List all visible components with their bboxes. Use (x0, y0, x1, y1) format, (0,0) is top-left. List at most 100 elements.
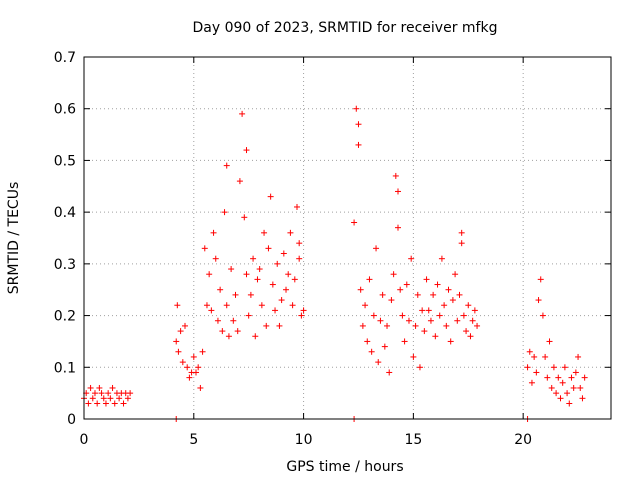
data-point (210, 229, 217, 236)
data-point (463, 328, 470, 335)
data-point (192, 369, 199, 376)
data-point (243, 147, 250, 154)
data-point (263, 322, 270, 329)
x-tick-label: 20 (514, 432, 532, 448)
data-point (577, 384, 584, 391)
data-point (353, 105, 360, 112)
data-point (438, 255, 445, 262)
data-point (564, 390, 571, 397)
data-point (241, 214, 248, 221)
data-point (366, 276, 373, 283)
data-point (265, 245, 272, 252)
data-point (528, 379, 535, 386)
data-point (449, 297, 456, 304)
data-point (379, 291, 386, 298)
x-tick-label: 15 (404, 432, 422, 448)
data-point (96, 384, 103, 391)
data-point (212, 255, 219, 262)
data-point (201, 245, 208, 252)
data-point (247, 291, 254, 298)
data-point (107, 395, 114, 402)
data-point (414, 291, 421, 298)
data-point (570, 384, 577, 391)
data-point (296, 240, 303, 247)
data-point (355, 121, 362, 128)
data-point (434, 281, 441, 288)
data-point (285, 271, 292, 278)
data-point (465, 302, 472, 309)
data-point (272, 307, 279, 314)
data-point (197, 384, 204, 391)
data-point (454, 317, 461, 324)
data-point (537, 276, 544, 283)
data-point (274, 260, 281, 267)
data-point (278, 297, 285, 304)
data-point (368, 348, 375, 355)
data-point (256, 266, 263, 273)
data-point (467, 333, 474, 340)
data-point (186, 374, 193, 381)
data-point (232, 291, 239, 298)
data-point (441, 302, 448, 309)
data-point (403, 281, 410, 288)
data-point (190, 353, 197, 360)
data-point (261, 229, 268, 236)
data-point (401, 338, 408, 345)
data-point (546, 338, 553, 345)
data-point (553, 390, 560, 397)
data-point (276, 322, 283, 329)
data-point (175, 348, 182, 355)
data-point (254, 276, 261, 283)
data-point (362, 302, 369, 309)
data-point (287, 229, 294, 236)
data-point (91, 390, 98, 397)
data-point (410, 353, 417, 360)
data-point (408, 255, 415, 262)
x-axis-title: GPS time / hours (286, 459, 403, 475)
data-point (381, 343, 388, 350)
data-point (199, 348, 206, 355)
data-point (206, 271, 213, 278)
y-tick-label: 0.2 (54, 309, 76, 325)
data-point (214, 317, 221, 324)
y-tick-label: 0.5 (54, 153, 76, 169)
data-point (370, 312, 377, 319)
data-point (100, 395, 107, 402)
data-point (555, 374, 562, 381)
data-point (289, 302, 296, 309)
data-point (267, 193, 274, 200)
data-point (280, 250, 287, 257)
data-point (293, 203, 300, 210)
data-point (568, 374, 575, 381)
data-point (412, 322, 419, 329)
data-point (239, 110, 246, 117)
y-tick-label: 0.4 (54, 205, 76, 221)
data-point (184, 364, 191, 371)
data-point (460, 312, 467, 319)
data-point (87, 384, 94, 391)
data-point (85, 400, 92, 407)
data-point (300, 307, 307, 314)
x-tick-label: 10 (295, 432, 313, 448)
y-tick-label: 0.1 (54, 360, 76, 376)
data-point (236, 178, 243, 185)
data-point (544, 374, 551, 381)
data-point (471, 307, 478, 314)
data-point (535, 297, 542, 304)
axis-ticks: 0 0.1 0.2 0.3 0.4 0.5 0.6 0.7 0 5 10 15 20 (54, 50, 611, 448)
data-point (208, 307, 215, 314)
data-point (230, 317, 237, 324)
chart-title: Day 090 of 2023, SRMTID for receiver mfk… (193, 20, 498, 36)
data-point (421, 328, 428, 335)
data-point (174, 302, 181, 309)
data-point (526, 348, 533, 355)
data-point (109, 384, 116, 391)
data-point (539, 312, 546, 319)
data-point (456, 291, 463, 298)
data-point (283, 286, 290, 293)
data-point (395, 224, 402, 231)
data-point (223, 302, 230, 309)
data-point (298, 312, 305, 319)
data-point (452, 271, 459, 278)
